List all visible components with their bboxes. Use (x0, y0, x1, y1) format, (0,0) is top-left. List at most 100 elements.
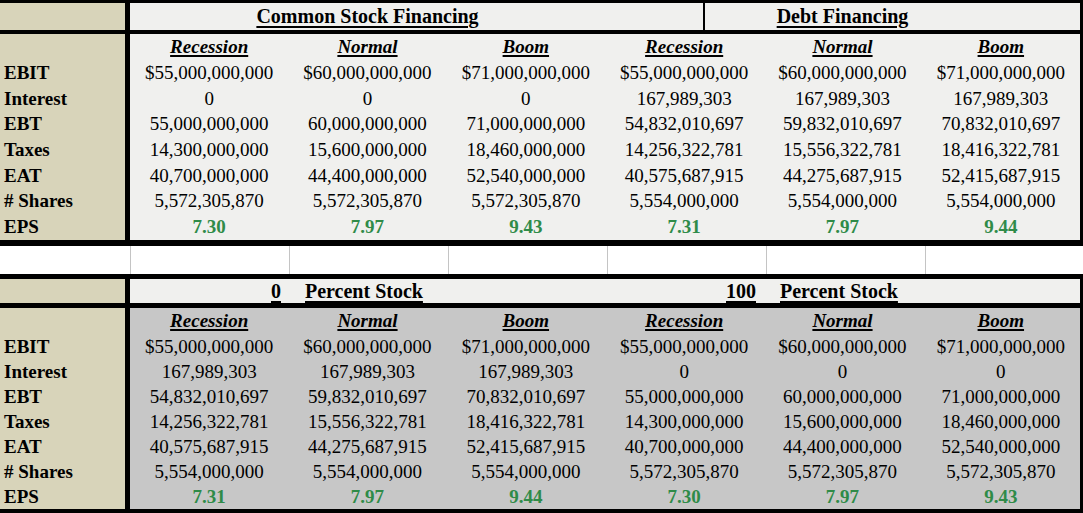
value-cell[interactable]: 18,460,000,000 (447, 137, 605, 163)
value-cell[interactable]: $55,000,000,000 (130, 60, 288, 86)
scenario-header: Normal (288, 308, 446, 334)
value-cell[interactable]: 7.97 (763, 484, 921, 509)
table-row: Interest000167,989,303167,989,303167,989… (0, 86, 1080, 112)
value-cell[interactable]: $60,000,000,000 (288, 334, 446, 359)
value-cell[interactable]: 9.43 (922, 484, 1080, 509)
row-label: Interest (0, 86, 130, 112)
value-cell[interactable]: 15,556,322,781 (288, 409, 446, 434)
value-cell[interactable]: 5,572,305,870 (605, 459, 763, 484)
value-cell[interactable]: $55,000,000,000 (605, 60, 763, 86)
value-cell[interactable]: 0 (763, 359, 921, 384)
value-cell[interactable]: $71,000,000,000 (922, 334, 1080, 359)
group-title: Percent Stock (289, 279, 605, 303)
value-cell[interactable]: 0 (922, 359, 1080, 384)
group-header-zero-percent: 0 Percent Stock (130, 279, 605, 303)
value-cell[interactable]: 15,600,000,000 (288, 137, 446, 163)
value-cell[interactable]: 44,275,687,915 (763, 163, 921, 189)
value-cell[interactable]: 5,554,000,000 (605, 189, 763, 215)
value-cell[interactable]: 7.30 (605, 484, 763, 509)
value-cell[interactable]: 15,556,322,781 (763, 137, 921, 163)
value-cell[interactable]: 54,832,010,697 (605, 111, 763, 137)
percent-stock-value[interactable]: 100 (605, 279, 764, 303)
value-cell[interactable]: 44,400,000,000 (288, 163, 446, 189)
row-label: Taxes (0, 137, 130, 163)
value-cell[interactable]: 52,415,687,915 (922, 163, 1080, 189)
value-cell[interactable]: 5,554,000,000 (763, 189, 921, 215)
value-cell[interactable]: 71,000,000,000 (922, 384, 1080, 409)
value-cell[interactable]: 59,832,010,697 (763, 111, 921, 137)
value-cell[interactable]: $60,000,000,000 (763, 334, 921, 359)
value-cell[interactable]: 167,989,303 (447, 359, 605, 384)
value-cell[interactable]: 9.44 (922, 214, 1080, 240)
value-cell[interactable]: 14,300,000,000 (130, 137, 288, 163)
value-cell[interactable]: 40,700,000,000 (130, 163, 288, 189)
value-cell[interactable]: 9.44 (447, 484, 605, 509)
value-cell[interactable]: 7.97 (288, 214, 446, 240)
value-cell[interactable]: 5,572,305,870 (130, 189, 288, 215)
value-cell[interactable]: 7.31 (130, 484, 288, 509)
value-cell[interactable]: 7.97 (763, 214, 921, 240)
value-cell[interactable]: $71,000,000,000 (447, 60, 605, 86)
value-cell[interactable]: 14,256,322,781 (605, 137, 763, 163)
value-cell[interactable]: 7.97 (288, 484, 446, 509)
value-cell[interactable]: 15,600,000,000 (763, 409, 921, 434)
value-cell[interactable]: 60,000,000,000 (763, 384, 921, 409)
value-cell[interactable]: 18,460,000,000 (922, 409, 1080, 434)
table-row: # Shares5,572,305,8705,572,305,8705,572,… (0, 189, 1080, 215)
value-cell[interactable]: 52,415,687,915 (447, 434, 605, 459)
value-cell[interactable]: 40,700,000,000 (605, 434, 763, 459)
value-cell[interactable]: 52,540,000,000 (922, 434, 1080, 459)
value-cell[interactable]: $55,000,000,000 (130, 334, 288, 359)
value-cell[interactable]: 18,416,322,781 (922, 137, 1080, 163)
value-cell[interactable]: 40,575,687,915 (130, 434, 288, 459)
value-cell[interactable]: 44,275,687,915 (288, 434, 446, 459)
scenario-header: Normal (763, 308, 921, 334)
table-body: EBIT$55,000,000,000$60,000,000,000$71,00… (0, 334, 1080, 509)
value-cell[interactable]: 52,540,000,000 (447, 163, 605, 189)
value-cell[interactable]: 7.30 (130, 214, 288, 240)
percent-stock-value[interactable]: 0 (130, 279, 289, 303)
value-cell[interactable]: 9.43 (447, 214, 605, 240)
group-header-row: Common Stock Financing Debt Financing (0, 3, 1080, 34)
value-cell[interactable]: 44,400,000,000 (763, 434, 921, 459)
value-cell[interactable]: 60,000,000,000 (288, 111, 446, 137)
value-cell[interactable]: 5,554,000,000 (130, 459, 288, 484)
value-cell[interactable]: 18,416,322,781 (447, 409, 605, 434)
value-cell[interactable]: 0 (130, 86, 288, 112)
value-cell[interactable]: 5,554,000,000 (447, 459, 605, 484)
value-cell[interactable]: 14,256,322,781 (130, 409, 288, 434)
value-cell[interactable]: 0 (288, 86, 446, 112)
value-cell[interactable]: 0 (447, 86, 605, 112)
value-cell[interactable]: 14,300,000,000 (605, 409, 763, 434)
scenario-header-row: Recession Normal Boom Recession Normal B… (0, 308, 1080, 334)
value-cell[interactable]: 71,000,000,000 (447, 111, 605, 137)
value-cell[interactable]: 54,832,010,697 (130, 384, 288, 409)
value-cell[interactable]: 5,572,305,870 (288, 189, 446, 215)
value-cell[interactable]: 5,572,305,870 (447, 189, 605, 215)
value-cell[interactable]: 167,989,303 (288, 359, 446, 384)
value-cell[interactable]: $55,000,000,000 (605, 334, 763, 359)
value-cell[interactable]: $60,000,000,000 (763, 60, 921, 86)
value-cell[interactable]: 70,832,010,697 (447, 384, 605, 409)
value-cell[interactable]: 167,989,303 (605, 86, 763, 112)
value-cell[interactable]: 0 (605, 359, 763, 384)
value-cell[interactable]: 5,572,305,870 (763, 459, 921, 484)
column-grid-line (925, 246, 926, 274)
value-cell[interactable]: $60,000,000,000 (288, 60, 446, 86)
value-cell[interactable]: 167,989,303 (130, 359, 288, 384)
table-row: EBIT$55,000,000,000$60,000,000,000$71,00… (0, 334, 1080, 359)
value-cell[interactable]: 55,000,000,000 (130, 111, 288, 137)
value-cell[interactable]: 5,572,305,870 (922, 459, 1080, 484)
value-cell[interactable]: 70,832,010,697 (922, 111, 1080, 137)
value-cell[interactable]: 7.31 (605, 214, 763, 240)
value-cell[interactable]: 167,989,303 (763, 86, 921, 112)
value-cell[interactable]: 59,832,010,697 (288, 384, 446, 409)
row-label: EAT (0, 163, 130, 189)
value-cell[interactable]: $71,000,000,000 (447, 334, 605, 359)
value-cell[interactable]: 167,989,303 (922, 86, 1080, 112)
value-cell[interactable]: 40,575,687,915 (605, 163, 763, 189)
value-cell[interactable]: 55,000,000,000 (605, 384, 763, 409)
value-cell[interactable]: 5,554,000,000 (288, 459, 446, 484)
value-cell[interactable]: 5,554,000,000 (922, 189, 1080, 215)
value-cell[interactable]: $71,000,000,000 (922, 60, 1080, 86)
